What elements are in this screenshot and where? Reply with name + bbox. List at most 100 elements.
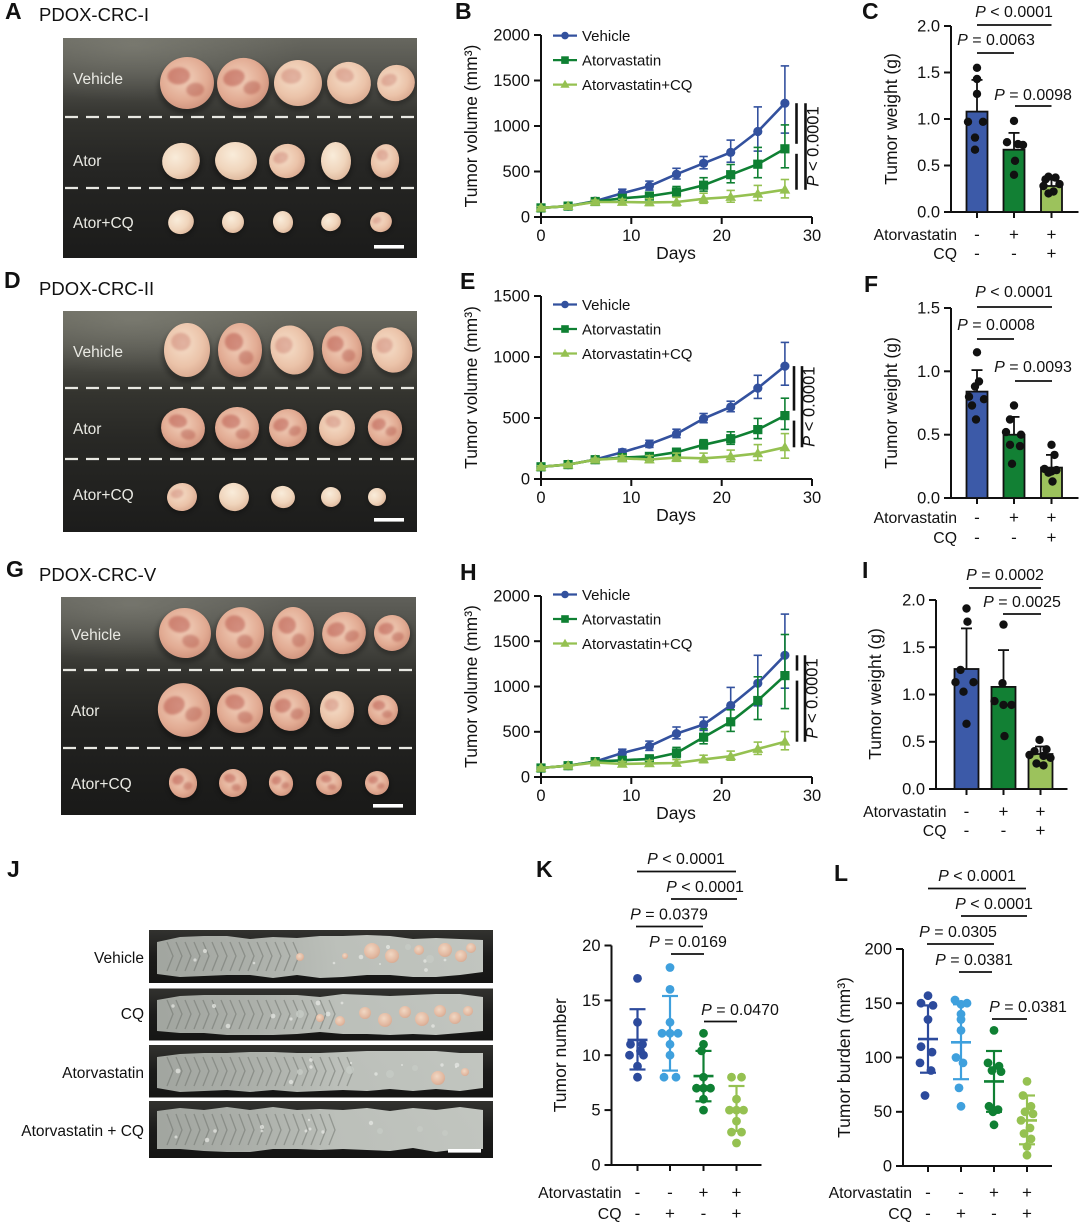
svg-text:10: 10 bbox=[622, 227, 640, 245]
svg-text:Ator+CQ: Ator+CQ bbox=[71, 776, 132, 793]
svg-text:Tumor number: Tumor number bbox=[550, 998, 570, 1112]
svg-text:2.0: 2.0 bbox=[902, 592, 925, 610]
svg-text:0: 0 bbox=[591, 1157, 600, 1175]
svg-text:2.0: 2.0 bbox=[917, 18, 940, 36]
svg-text:CQ: CQ bbox=[923, 823, 947, 840]
svg-text:0.5: 0.5 bbox=[917, 157, 940, 175]
svg-text:P = 0.0093: P = 0.0093 bbox=[994, 359, 1072, 376]
svg-text:+: + bbox=[665, 1204, 675, 1222]
svg-text:+: + bbox=[1022, 1183, 1032, 1202]
svg-text:Tumor weight (g): Tumor weight (g) bbox=[881, 337, 901, 469]
svg-text:Atorvastatin: Atorvastatin bbox=[863, 804, 946, 821]
svg-text:Tumor volume (mm³): Tumor volume (mm³) bbox=[461, 605, 481, 768]
svg-text:Atorvastatin: Atorvastatin bbox=[62, 1065, 144, 1082]
svg-text:-: - bbox=[701, 1204, 707, 1222]
svg-text:A: A bbox=[5, 0, 22, 24]
svg-text:-: - bbox=[964, 802, 970, 821]
svg-text:Tumor weight (g): Tumor weight (g) bbox=[865, 628, 885, 760]
svg-text:30: 30 bbox=[803, 227, 821, 245]
svg-text:Atorvastatin: Atorvastatin bbox=[582, 611, 661, 628]
svg-text:+: + bbox=[1036, 802, 1046, 821]
svg-text:CQ: CQ bbox=[121, 1006, 144, 1023]
svg-text:+: + bbox=[732, 1204, 742, 1222]
svg-text:30: 30 bbox=[803, 489, 821, 507]
svg-text:1.0: 1.0 bbox=[917, 363, 940, 381]
svg-text:0: 0 bbox=[536, 787, 545, 805]
svg-text:Atorvastatin: Atorvastatin bbox=[874, 510, 957, 527]
svg-text:-: - bbox=[667, 1183, 673, 1202]
svg-text:20: 20 bbox=[713, 489, 731, 507]
svg-text:+: + bbox=[1022, 1204, 1032, 1222]
svg-text:P < 0.0001: P < 0.0001 bbox=[805, 106, 823, 186]
svg-text:10: 10 bbox=[622, 489, 640, 507]
svg-text:-: - bbox=[1001, 821, 1007, 840]
svg-text:1000: 1000 bbox=[493, 678, 530, 696]
svg-text:P = 0.0169: P = 0.0169 bbox=[649, 934, 727, 951]
svg-text:200: 200 bbox=[864, 941, 892, 959]
svg-text:Vehicle: Vehicle bbox=[73, 71, 123, 88]
svg-text:30: 30 bbox=[803, 787, 821, 805]
svg-text:P = 0.0379: P = 0.0379 bbox=[630, 907, 708, 924]
svg-text:0: 0 bbox=[536, 489, 545, 507]
svg-text:+: + bbox=[1047, 508, 1057, 527]
svg-text:5: 5 bbox=[591, 1102, 600, 1120]
svg-text:P = 0.0025: P = 0.0025 bbox=[983, 594, 1061, 611]
svg-text:1.5: 1.5 bbox=[902, 639, 925, 657]
svg-text:Tumor weight (g): Tumor weight (g) bbox=[881, 53, 901, 185]
svg-text:-: - bbox=[1011, 244, 1017, 263]
svg-text:CQ: CQ bbox=[598, 1206, 622, 1222]
svg-text:Vehicle: Vehicle bbox=[582, 587, 630, 604]
svg-text:+: + bbox=[699, 1183, 709, 1202]
svg-text:L: L bbox=[834, 860, 848, 886]
svg-text:Vehicle: Vehicle bbox=[73, 344, 123, 361]
svg-text:E: E bbox=[460, 268, 475, 294]
svg-text:-: - bbox=[991, 1204, 997, 1222]
svg-text:0.0: 0.0 bbox=[917, 490, 940, 508]
svg-text:20: 20 bbox=[582, 937, 600, 955]
svg-text:Tumor volume (mm³): Tumor volume (mm³) bbox=[461, 306, 481, 469]
svg-text:Ator: Ator bbox=[71, 703, 99, 720]
svg-text:-: - bbox=[964, 821, 970, 840]
svg-text:Vehicle: Vehicle bbox=[71, 627, 121, 644]
svg-text:0.0: 0.0 bbox=[902, 781, 925, 799]
svg-text:Atorvastatin: Atorvastatin bbox=[829, 1185, 912, 1202]
svg-text:Ator+CQ: Ator+CQ bbox=[73, 487, 134, 504]
svg-text:0: 0 bbox=[521, 769, 530, 787]
svg-text:+: + bbox=[956, 1204, 966, 1222]
svg-text:500: 500 bbox=[502, 410, 530, 428]
svg-text:0.0: 0.0 bbox=[917, 204, 940, 222]
svg-text:+: + bbox=[1009, 508, 1019, 527]
svg-text:C: C bbox=[862, 0, 879, 24]
svg-text:10: 10 bbox=[622, 787, 640, 805]
svg-text:Atorvastatin: Atorvastatin bbox=[538, 1185, 621, 1202]
svg-text:P < 0.0001: P < 0.0001 bbox=[938, 868, 1016, 885]
svg-text:1.5: 1.5 bbox=[917, 300, 940, 318]
svg-text:-: - bbox=[1011, 528, 1017, 547]
svg-text:1500: 1500 bbox=[493, 72, 530, 90]
svg-text:P < 0.0001: P < 0.0001 bbox=[955, 896, 1033, 913]
svg-text:P = 0.0305: P = 0.0305 bbox=[919, 924, 997, 941]
svg-text:Vehicle: Vehicle bbox=[582, 297, 630, 314]
svg-text:0.5: 0.5 bbox=[917, 426, 940, 444]
svg-text:1000: 1000 bbox=[493, 118, 530, 136]
svg-text:P < 0.0001: P < 0.0001 bbox=[975, 4, 1053, 21]
svg-text:-: - bbox=[925, 1204, 931, 1222]
svg-text:2000: 2000 bbox=[493, 588, 530, 606]
svg-text:Atorvastatin+CQ: Atorvastatin+CQ bbox=[582, 77, 692, 94]
svg-text:+: + bbox=[1047, 225, 1057, 244]
svg-text:0: 0 bbox=[536, 227, 545, 245]
svg-text:B: B bbox=[455, 0, 472, 24]
svg-text:Atorvastatin+CQ: Atorvastatin+CQ bbox=[582, 636, 692, 653]
svg-text:Ator+CQ: Ator+CQ bbox=[73, 215, 134, 232]
svg-text:Atorvastatin: Atorvastatin bbox=[582, 321, 661, 338]
svg-text:P < 0.0001: P < 0.0001 bbox=[647, 851, 725, 868]
svg-text:Days: Days bbox=[656, 505, 696, 525]
svg-text:Tumor volume (mm³): Tumor volume (mm³) bbox=[461, 45, 481, 208]
svg-text:1000: 1000 bbox=[493, 349, 530, 367]
svg-text:H: H bbox=[460, 559, 477, 585]
svg-text:1500: 1500 bbox=[493, 633, 530, 651]
svg-text:PDOX-CRC-I: PDOX-CRC-I bbox=[39, 4, 149, 25]
svg-text:+: + bbox=[989, 1183, 999, 1202]
svg-text:0: 0 bbox=[521, 471, 530, 489]
svg-text:Tumor burden (mm³): Tumor burden (mm³) bbox=[834, 977, 854, 1138]
